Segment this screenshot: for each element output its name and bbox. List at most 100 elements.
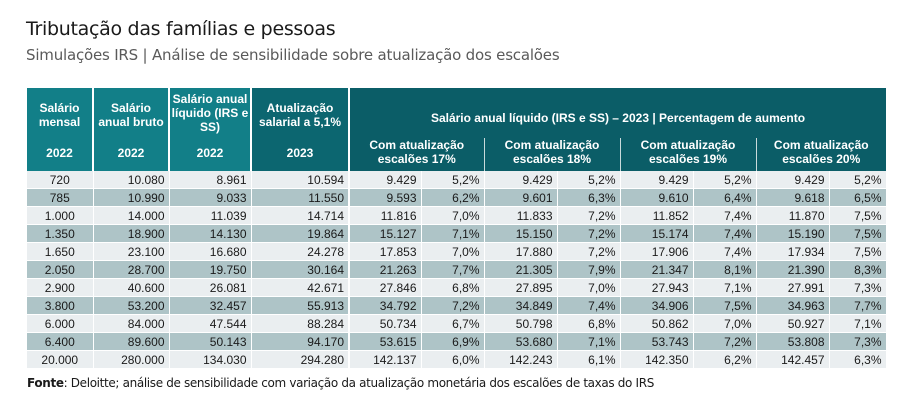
table-cell: 19.864 (251, 224, 350, 243)
group-header-net-2023: Salário anual líquido (IRS e SS) – 2023 … (349, 88, 887, 138)
column-year-net-annual: 2022 (169, 138, 252, 171)
table-cell: 6,3% (829, 350, 887, 369)
table-cell: 6,2% (693, 350, 757, 369)
table-cell: 142.137 (349, 350, 422, 369)
table-cell: 11.039 (169, 206, 252, 225)
table-cell: 32.457 (169, 296, 252, 315)
table-cell: 8,1% (693, 260, 757, 279)
table-cell: 17.880 (484, 242, 558, 261)
table-cell: 6,8% (557, 314, 621, 333)
table-cell: 11.833 (484, 206, 558, 225)
page-title: Tributação das famílias e pessoas (26, 18, 336, 40)
table-cell: 6,9% (421, 332, 485, 351)
table-cell: 7,4% (557, 296, 621, 315)
table-cell: 6.000 (27, 314, 94, 333)
column-year-monthly-salary: 2022 (27, 138, 94, 171)
table-cell: 11.852 (620, 206, 694, 225)
table-cell: 88.284 (251, 314, 350, 333)
table-cell: 14.714 (251, 206, 350, 225)
table-cell: 50.798 (484, 314, 558, 333)
table-cell: 10.594 (251, 171, 350, 189)
column-header-gross-annual: Salário anual bruto (93, 88, 170, 138)
table-cell: 10.990 (93, 188, 170, 207)
table-cell: 7,5% (829, 224, 887, 243)
table-row: 6.400 89.600 50.143 94.170 53.615 6,9% 53.680 7… (27, 332, 887, 351)
column-header-net-annual: Salário anual líquido (IRS e SS) (169, 88, 252, 138)
table-cell: 9.593 (349, 188, 422, 207)
table-cell: 7,9% (557, 260, 621, 279)
table-cell: 7,0% (693, 314, 757, 333)
table-cell: 50.734 (349, 314, 422, 333)
table-row: 720 10.080 8.961 10.594 9.429 5,2% 9.429 5,2% 9.… (27, 171, 887, 189)
table-cell: 50.927 (756, 314, 830, 333)
table-row: 785 10.990 9.033 11.550 9.593 6,2% 9.601 6,3% 9.… (27, 188, 887, 207)
table-cell: 24.278 (251, 242, 350, 261)
source-label: Fonte (27, 376, 64, 390)
source-text: : Deloitte; análise de sensibilidade com… (63, 376, 655, 390)
table-cell: 17.853 (349, 242, 422, 261)
column-year-gross-annual: 2022 (93, 138, 170, 171)
table-cell: 6,0% (421, 350, 485, 369)
table-cell: 27.895 (484, 278, 558, 297)
table-cell: 280.000 (93, 350, 170, 369)
scenario-header-17: Com atualização escalões 17% (349, 138, 485, 171)
table-cell: 7,0% (557, 278, 621, 297)
table-row: 1.650 23.100 16.680 24.278 17.853 7,0% 17.880 7… (27, 242, 887, 261)
table-cell: 27.846 (349, 278, 422, 297)
table-cell: 2.900 (27, 278, 94, 297)
table-cell: 9.610 (620, 188, 694, 207)
table-cell: 7,3% (829, 278, 887, 297)
table-cell: 142.457 (756, 350, 830, 369)
table-cell: 18.900 (93, 224, 170, 243)
table-cell: 7,1% (557, 332, 621, 351)
table-cell: 11.870 (756, 206, 830, 225)
table-cell: 6,3% (557, 188, 621, 207)
table-cell: 6,1% (557, 350, 621, 369)
table-cell: 21.263 (349, 260, 422, 279)
table-row: 2.900 40.600 26.081 42.671 27.846 6,8% 27.895 7… (27, 278, 887, 297)
table-cell: 9.429 (756, 171, 830, 189)
table-cell: 5,2% (421, 171, 485, 189)
table-cell: 27.991 (756, 278, 830, 297)
table-cell: 9.429 (349, 171, 422, 189)
table-cell: 6,7% (421, 314, 485, 333)
table-cell: 34.849 (484, 296, 558, 315)
table-cell: 6,2% (421, 188, 485, 207)
column-year-salary-update: 2023 (251, 138, 350, 171)
table-cell: 15.150 (484, 224, 558, 243)
source-note: Fonte: Deloitte; análise de sensibilidad… (27, 376, 654, 390)
table-cell: 40.600 (93, 278, 170, 297)
table-cell: 3.800 (27, 296, 94, 315)
table-cell: 34.963 (756, 296, 830, 315)
table-cell: 26.081 (169, 278, 252, 297)
table-cell: 53.680 (484, 332, 558, 351)
table-cell: 7,2% (557, 206, 621, 225)
table-cell: 9.618 (756, 188, 830, 207)
table-cell: 9.429 (484, 171, 558, 189)
table-cell: 34.792 (349, 296, 422, 315)
table-row: 3.800 53.200 32.457 55.913 34.792 7,2% 34.849 7… (27, 296, 887, 315)
table-cell: 7,2% (557, 242, 621, 261)
table-cell: 142.350 (620, 350, 694, 369)
table-cell: 94.170 (251, 332, 350, 351)
scenario-header-20: Com atualização escalões 20% (756, 138, 887, 171)
table-cell: 17.934 (756, 242, 830, 261)
table-cell: 53.615 (349, 332, 422, 351)
table-cell: 19.750 (169, 260, 252, 279)
column-header-monthly-salary: Salário mensal (27, 88, 94, 138)
table-cell: 6.400 (27, 332, 94, 351)
table-cell: 7,5% (829, 242, 887, 261)
table-cell: 11.816 (349, 206, 422, 225)
table-cell: 1.000 (27, 206, 94, 225)
table-cell: 84.000 (93, 314, 170, 333)
scenario-header-19: Com atualização escalões 19% (620, 138, 757, 171)
table-cell: 7,5% (693, 296, 757, 315)
table-cell: 7,3% (829, 332, 887, 351)
table-cell: 8.961 (169, 171, 252, 189)
table-cell: 89.600 (93, 332, 170, 351)
table-cell: 23.100 (93, 242, 170, 261)
table-cell: 6,5% (829, 188, 887, 207)
table-cell: 20.000 (27, 350, 94, 369)
table-cell: 53.200 (93, 296, 170, 315)
table-cell: 7,5% (829, 206, 887, 225)
